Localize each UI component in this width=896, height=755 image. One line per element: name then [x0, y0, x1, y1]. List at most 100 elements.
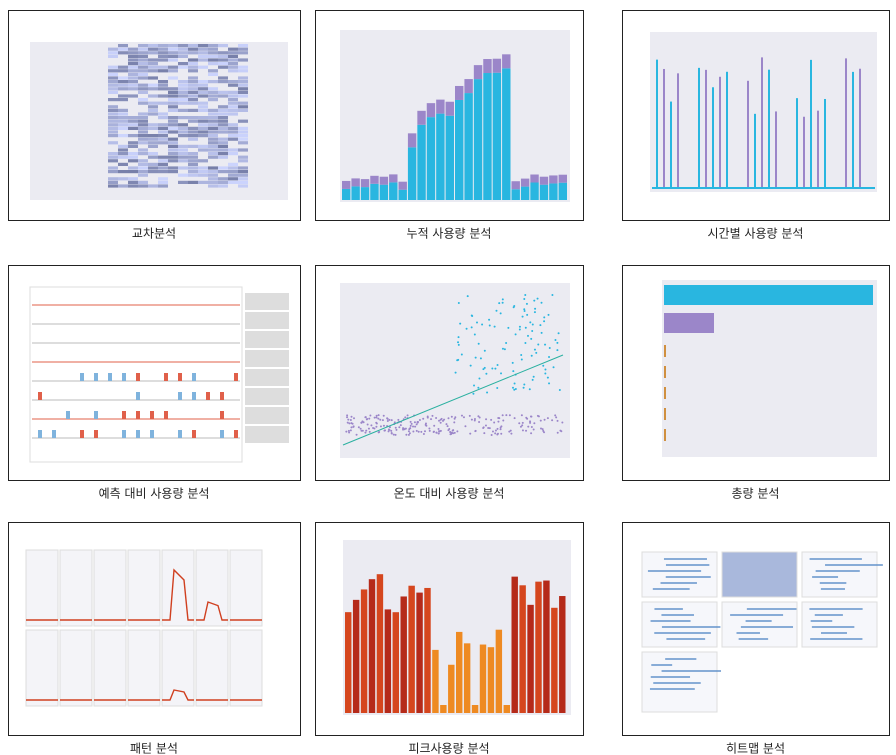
bar	[511, 189, 520, 200]
heat-cell	[228, 134, 238, 138]
heat-cell	[118, 155, 128, 159]
point	[554, 414, 557, 417]
heat-cell	[208, 134, 218, 138]
bar	[535, 581, 542, 713]
heat-cell	[198, 51, 208, 55]
heat-cell	[228, 80, 238, 84]
heat-cell	[108, 105, 118, 109]
strip-bar	[122, 373, 126, 381]
point	[375, 425, 378, 428]
bar	[345, 612, 352, 713]
point	[542, 364, 545, 367]
facet-line	[196, 601, 228, 621]
heat-cell	[138, 123, 148, 127]
point	[497, 416, 500, 419]
panel: 히트맵 분석	[622, 522, 890, 755]
strip-bar	[80, 430, 84, 438]
point	[388, 426, 391, 429]
heat-cell	[208, 180, 218, 184]
heat-cell	[218, 148, 228, 152]
panel-caption: 예측 대비 사용량 분석	[99, 487, 210, 501]
heat-cell	[138, 137, 148, 141]
heat-cell	[148, 141, 158, 145]
bar-top	[417, 110, 426, 125]
point	[530, 425, 533, 428]
point	[368, 430, 371, 433]
heat-cell	[178, 126, 188, 130]
heat-row	[812, 576, 839, 578]
heat-cell	[238, 170, 248, 174]
heat-cell	[228, 108, 238, 112]
heat-cell	[148, 76, 158, 80]
point	[505, 414, 508, 417]
point	[509, 429, 512, 432]
bar	[543, 580, 550, 713]
bar	[551, 607, 558, 713]
heat-cell	[158, 134, 168, 138]
heat-cell	[158, 180, 168, 184]
point	[466, 295, 469, 298]
heat-cell	[138, 116, 148, 120]
heat-cell	[198, 105, 208, 109]
heat-cell	[198, 166, 208, 170]
point	[453, 417, 456, 420]
heat-cell	[148, 166, 158, 170]
heat-cell	[168, 159, 178, 163]
heat-cell	[168, 105, 178, 109]
heat-cell	[188, 80, 198, 84]
panel: 교차분석	[8, 10, 301, 241]
bar	[495, 629, 503, 713]
heat-cell	[238, 173, 248, 177]
point	[418, 418, 421, 421]
heat-cell	[138, 72, 148, 76]
heat-cell	[208, 184, 218, 188]
heat-cell	[168, 126, 178, 130]
point	[501, 347, 504, 350]
heat-cell	[118, 170, 128, 174]
heat-cell	[128, 47, 138, 51]
heat-cell	[118, 116, 128, 120]
point	[359, 427, 362, 430]
heat-cell	[118, 87, 128, 91]
heat-cell	[188, 62, 198, 66]
heat-row	[650, 620, 691, 622]
point	[454, 416, 457, 419]
heat-cell	[228, 152, 238, 156]
heat-cell	[228, 148, 238, 152]
strip-label	[245, 407, 289, 424]
point	[364, 416, 367, 419]
point	[364, 431, 367, 434]
heat-row	[819, 582, 847, 584]
heat-cell	[128, 54, 138, 58]
heat-cell	[168, 90, 178, 94]
heat-cell	[228, 180, 238, 184]
point	[430, 418, 433, 421]
point	[503, 348, 506, 351]
heat-row	[665, 576, 711, 578]
heat-cell	[128, 69, 138, 73]
point	[493, 325, 496, 328]
heat-cell	[238, 76, 248, 80]
heat-cell	[118, 65, 128, 69]
point	[496, 363, 499, 366]
point	[513, 382, 516, 385]
heat-cell	[198, 94, 208, 98]
heat-cell	[158, 184, 168, 188]
heat-cell	[198, 65, 208, 69]
heat-cell	[218, 166, 228, 170]
heat-cell	[228, 166, 238, 170]
heat-row	[665, 564, 710, 566]
point	[412, 430, 415, 433]
heat-cell	[188, 47, 198, 51]
heat-cell	[198, 108, 208, 112]
point	[387, 430, 390, 433]
heat-row	[653, 682, 701, 684]
point	[384, 429, 387, 432]
bar-top	[445, 101, 454, 116]
heat-cell	[128, 58, 138, 62]
point	[478, 377, 481, 380]
heat-cell	[188, 101, 198, 105]
heat-cell	[138, 65, 148, 69]
heat-cell	[238, 134, 248, 138]
heat-cell	[228, 90, 238, 94]
